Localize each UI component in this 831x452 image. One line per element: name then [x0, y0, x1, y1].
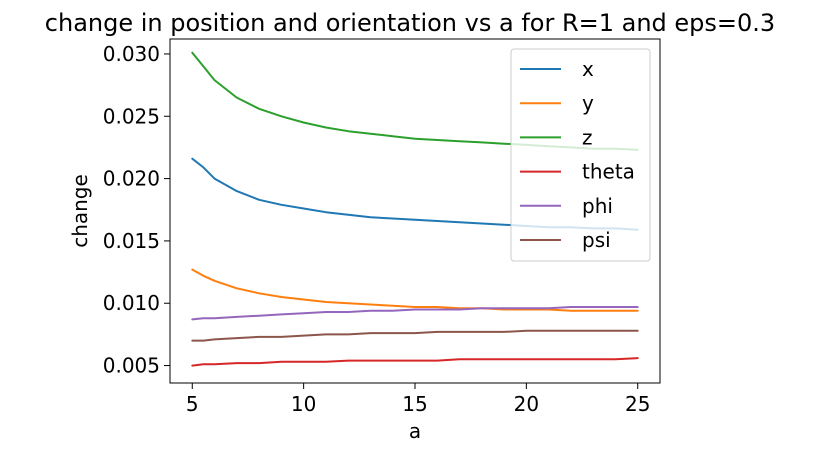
series-line-phi	[191, 306, 639, 321]
legend-box	[510, 48, 651, 262]
series-line-psi	[191, 329, 639, 342]
y-tick-label: 0.015	[103, 229, 160, 253]
x-tick-label: 20	[514, 392, 539, 416]
chart-title: change in position and orientation vs a …	[45, 9, 775, 37]
legend: xyz theta phi psi	[510, 48, 651, 262]
y-tick-label: 0.005	[103, 354, 160, 378]
x-tick-label: 5	[186, 392, 199, 416]
series-line-theta	[191, 357, 639, 367]
legend-label-z: z	[582, 125, 593, 149]
legend-label-x: x	[582, 57, 594, 81]
plot-frame	[169, 38, 661, 384]
y-tick-label: 0.025	[103, 104, 160, 128]
legend-label-phi: phi	[582, 194, 613, 218]
y-tick-label: 0.020	[103, 167, 160, 191]
x-tick-label: 25	[625, 392, 650, 416]
legend-label-y: y	[582, 91, 594, 115]
y-tick-label: 0.030	[103, 42, 160, 66]
x-tick-label: 10	[291, 392, 316, 416]
x-axis-label: a	[409, 419, 421, 443]
y-axis-label: change	[68, 174, 92, 248]
series-line-y	[191, 268, 639, 312]
legend-label-psi: psi	[582, 228, 611, 252]
axis-layer: 5 10 15 20 25 0.005 0.010 0.015 0.020 0.025 0.030	[103, 42, 651, 416]
legend-label-theta: theta	[582, 160, 635, 184]
x-tick-label: 15	[402, 392, 427, 416]
series-layer	[191, 51, 639, 367]
y-tick-label: 0.010	[103, 291, 160, 315]
